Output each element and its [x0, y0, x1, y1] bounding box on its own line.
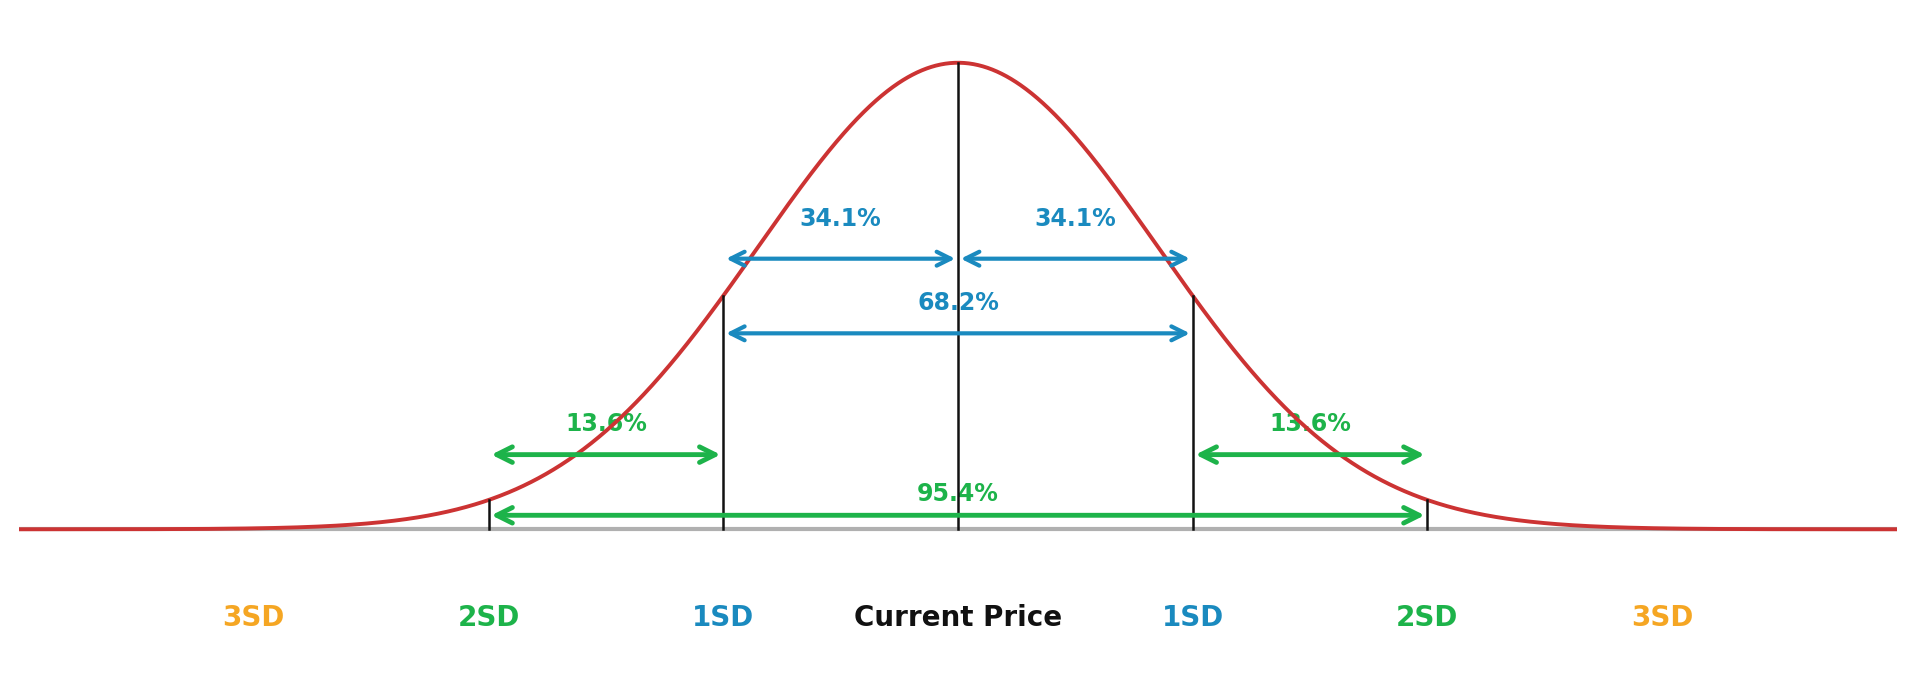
Text: Current Price: Current Price [855, 604, 1061, 632]
Text: 13.6%: 13.6% [565, 412, 648, 436]
Text: 34.1%: 34.1% [1035, 207, 1117, 231]
Text: 13.6%: 13.6% [1268, 412, 1351, 436]
Text: 2SD: 2SD [1397, 604, 1458, 632]
Text: 1SD: 1SD [692, 604, 755, 632]
Text: 1SD: 1SD [1161, 604, 1224, 632]
Text: 2SD: 2SD [458, 604, 519, 632]
Text: 95.4%: 95.4% [918, 482, 998, 506]
Text: 68.2%: 68.2% [918, 291, 998, 314]
Text: 3SD: 3SD [1631, 604, 1694, 632]
Text: 3SD: 3SD [222, 604, 285, 632]
Text: 34.1%: 34.1% [799, 207, 881, 231]
